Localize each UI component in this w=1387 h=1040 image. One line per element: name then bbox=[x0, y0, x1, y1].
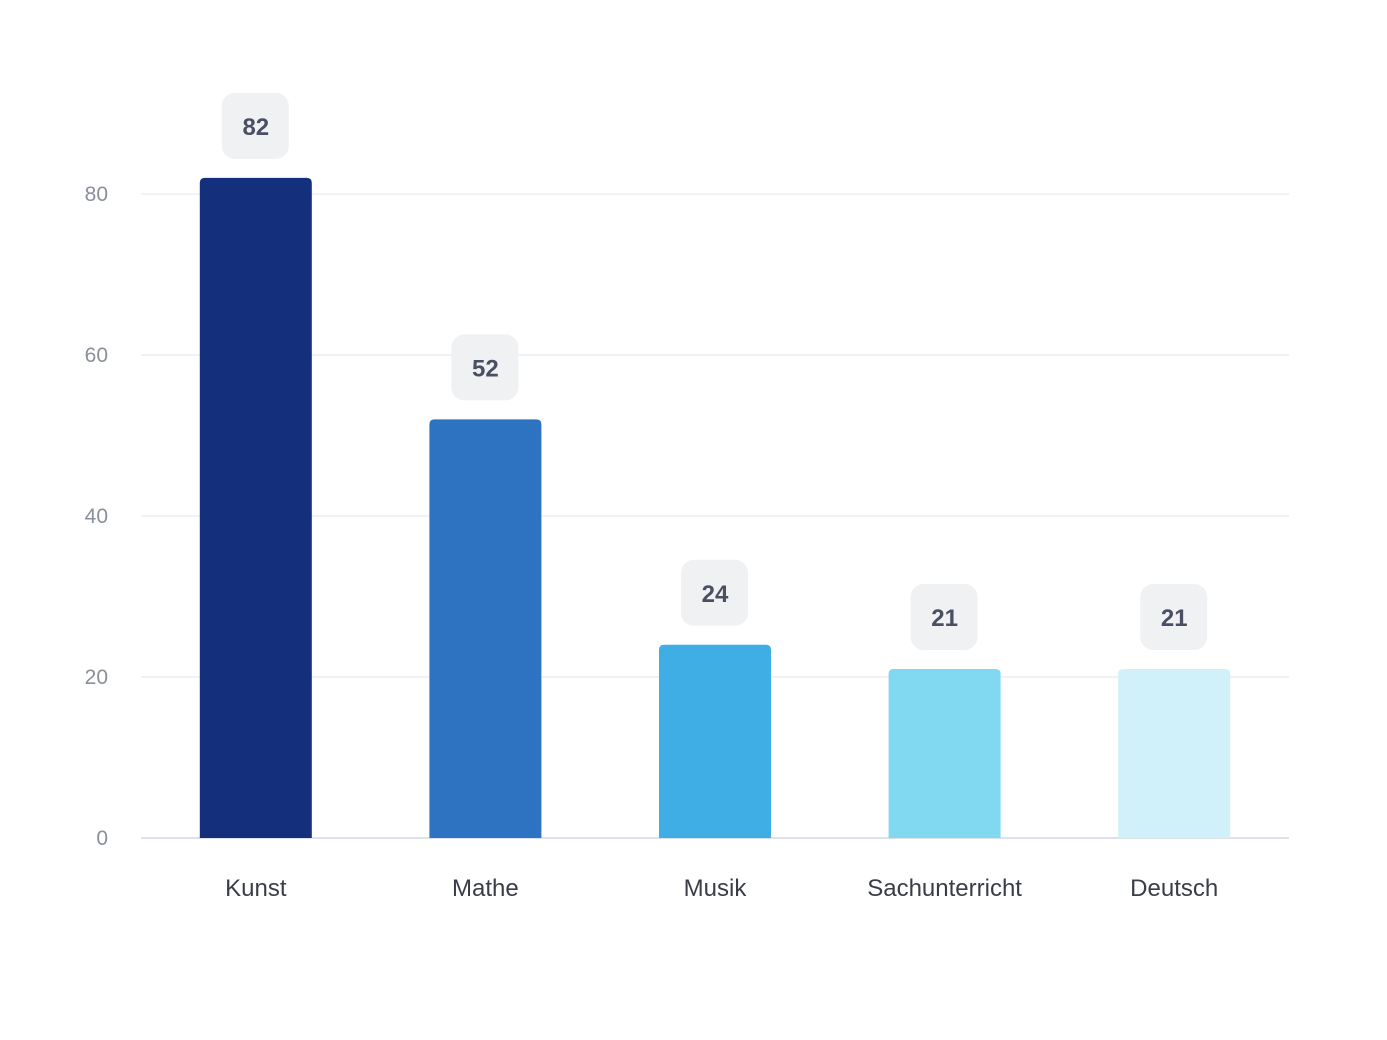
bar-sachunterricht bbox=[888, 668, 1001, 838]
value-label-box bbox=[451, 334, 519, 401]
value-label-box bbox=[1140, 583, 1208, 650]
x-tick-label: Deutsch bbox=[1130, 875, 1218, 902]
bar-deutsch bbox=[1118, 668, 1231, 838]
y-tick-label: 60 bbox=[85, 344, 108, 367]
x-tick-label: Mathe bbox=[452, 875, 519, 902]
value-label: 52 bbox=[472, 355, 499, 382]
x-tick-label: Sachunterricht bbox=[867, 875, 1022, 902]
value-label-box bbox=[221, 92, 289, 159]
value-label-box bbox=[910, 583, 978, 650]
x-tick-label: Kunst bbox=[225, 875, 287, 902]
value-label: 21 bbox=[931, 605, 958, 632]
value-label-box bbox=[681, 559, 748, 626]
bar-musik bbox=[659, 644, 771, 838]
y-tick-label: 20 bbox=[85, 666, 108, 689]
bar-mathe bbox=[429, 419, 542, 838]
value-label: 21 bbox=[1161, 605, 1188, 632]
y-tick-label: 0 bbox=[96, 827, 108, 850]
value-label: 24 bbox=[702, 581, 729, 608]
y-tick-label: 40 bbox=[85, 505, 108, 528]
bar-kunst bbox=[199, 177, 312, 838]
x-tick-label: Musik bbox=[684, 875, 748, 902]
y-tick-label: 80 bbox=[85, 183, 108, 206]
value-label: 82 bbox=[242, 114, 269, 141]
